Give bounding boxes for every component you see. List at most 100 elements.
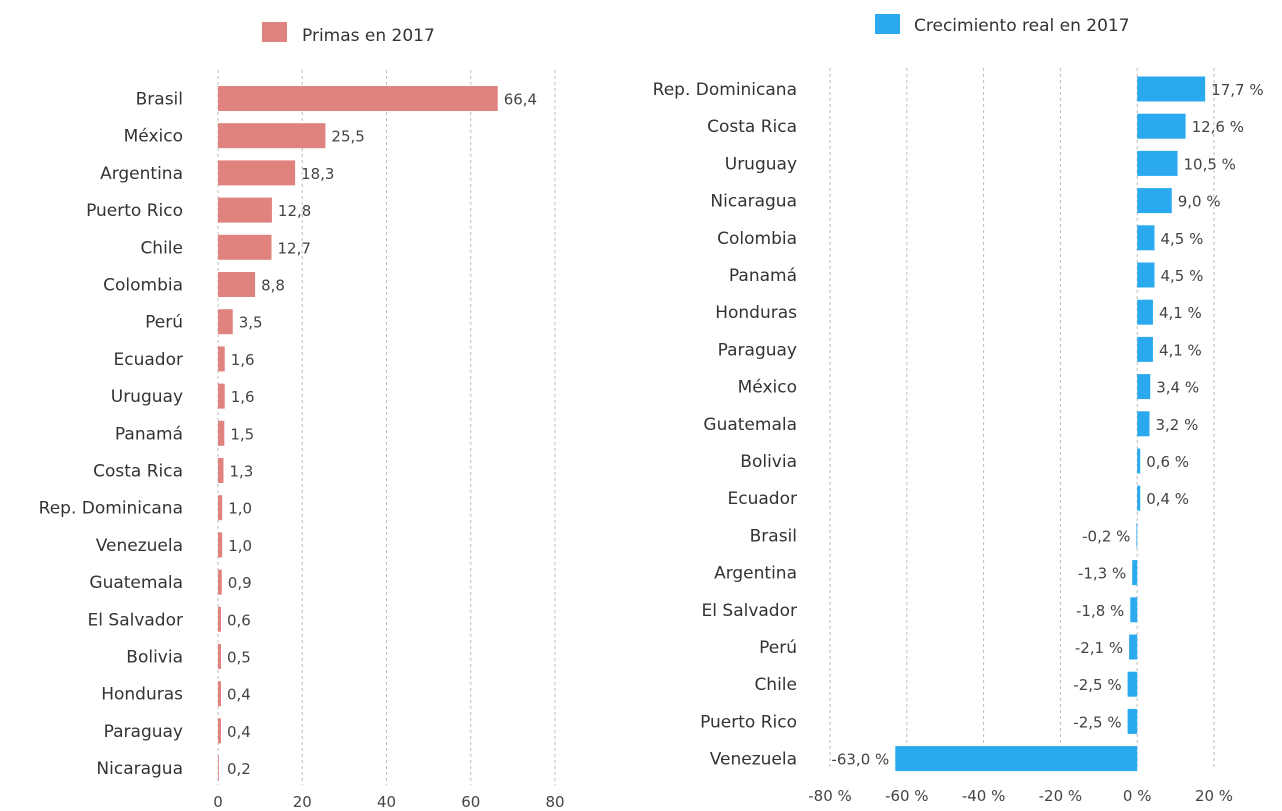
primas-bar [218,346,225,371]
primas-category-label: México [124,127,183,147]
primas-category-label: Venezuela [96,536,183,556]
primas-value-label: 3,5 [239,314,263,332]
crecimiento-bar [1137,411,1149,436]
crecimiento-value-label: 4,1 % [1159,341,1202,359]
crecimiento-bar [1128,672,1138,697]
crecimiento-x-tick-label: -20 % [1039,787,1083,805]
crecimiento-value-label: 0,4 % [1146,490,1189,508]
crecimiento-category-label: Venezuela [710,750,797,770]
primas-value-label: 1,0 [228,537,252,555]
crecimiento-bar [1137,225,1154,250]
crecimiento-x-tick-label: 0 % [1123,787,1152,805]
crecimiento-bar [1137,486,1140,511]
crecimiento-value-label: 9,0 % [1178,193,1221,211]
crecimiento-x-tick-label: 20 % [1195,787,1233,805]
crecimiento-value-label: -1,8 % [1076,602,1124,620]
primas-bar [218,718,221,743]
primas-bar [218,123,325,148]
crecimiento-bar [1137,114,1185,139]
primas-bar [218,86,498,111]
primas-bar [218,607,221,632]
primas-category-label: Bolivia [126,648,183,668]
primas-category-label: El Salvador [88,610,183,630]
primas-bar [218,458,223,483]
crecimiento-value-label: -63,0 % [831,751,889,769]
primas-value-label: 1,6 [231,351,255,369]
primas-bar [218,309,233,334]
primas-category-label: Brasil [136,90,183,110]
primas-bar [218,384,225,409]
primas-category-label: Rep. Dominicana [39,499,183,519]
primas-bar [218,160,295,185]
crecimiento-bar [1137,77,1205,102]
primas-category-label: Perú [145,313,183,333]
primas-category-label: Chile [140,238,183,258]
primas-bar [218,495,222,520]
crecimiento-bar [1137,337,1153,362]
primas-value-label: 0,5 [227,649,251,667]
crecimiento-bar [1129,635,1137,660]
primas-x-tick-label: 0 [213,793,223,811]
primas-category-label: Paraguay [104,722,183,742]
crecimiento-value-label: 4,1 % [1159,304,1202,322]
crecimiento-value-label: 4,5 % [1160,230,1203,248]
crecimiento-bar [895,746,1137,771]
primas-category-label: Ecuador [114,350,183,370]
crecimiento-category-label: Rep. Dominicana [653,80,797,100]
crecimiento-value-label: 3,2 % [1155,416,1198,434]
primas-value-label: 0,9 [228,574,252,592]
crecimiento-category-label: Honduras [715,303,797,323]
primas-x-tick-label: 60 [461,793,480,811]
crecimiento-value-label: 0,6 % [1146,453,1189,471]
crecimiento-value-label: -2,1 % [1075,639,1123,657]
crecimiento-value-label: 3,4 % [1156,379,1199,397]
primas-category-label: Puerto Rico [86,201,183,221]
crecimiento-legend-label: Crecimiento real en 2017 [914,16,1130,36]
primas-value-label: 0,2 [227,760,251,778]
primas-value-label: 1,3 [229,463,253,481]
primas-bar [218,756,219,781]
crecimiento-category-label: El Salvador [702,601,797,621]
crecimiento-bar [1132,560,1137,585]
primas-value-label: 1,5 [230,425,254,443]
primas-value-label: 12,7 [277,239,310,257]
primas-legend-label: Primas en 2017 [302,26,435,46]
crecimiento-bar [1137,374,1150,399]
primas-category-label: Uruguay [111,387,183,407]
primas-value-label: 0,4 [227,686,251,704]
primas-value-label: 25,5 [331,128,364,146]
crecimiento-category-label: Argentina [714,564,797,584]
crecimiento-value-label: 12,6 % [1192,118,1244,136]
crecimiento-category-label: Panamá [729,266,797,286]
primas-bar [218,235,271,260]
primas-value-label: 18,3 [301,165,334,183]
primas-value-label: 8,8 [261,277,285,295]
primas-category-label: Panamá [115,424,183,444]
crecimiento-x-tick-label: -60 % [885,787,929,805]
crecimiento-bar [1137,188,1172,213]
primas-category-label: Costa Rica [93,462,183,482]
crecimiento-value-label: -0,2 % [1082,527,1130,545]
crecimiento-bar [1130,597,1137,622]
crecimiento-category-label: Paraguay [718,340,797,360]
crecimiento-bar [1137,263,1154,288]
crecimiento-category-label: Guatemala [703,415,797,435]
primas-value-label: 0,4 [227,723,251,741]
crecimiento-bar [1137,300,1153,325]
crecimiento-category-label: Uruguay [725,154,797,174]
primas-x-tick-label: 20 [293,793,312,811]
crecimiento-category-label: Puerto Rico [700,712,797,732]
crecimiento-category-label: México [738,378,797,398]
primas-x-tick-label: 40 [377,793,396,811]
crecimiento-value-label: -2,5 % [1073,713,1121,731]
crecimiento-x-tick-label: -40 % [962,787,1006,805]
crecimiento-category-label: Brasil [750,526,797,546]
crecimiento-value-label: 10,5 % [1184,155,1236,173]
primas-bar [218,532,222,557]
primas-bar [218,570,222,595]
primas-bar [218,272,255,297]
crecimiento-category-label: Costa Rica [707,117,797,137]
primas-value-label: 1,6 [231,388,255,406]
crecimiento-bar [1136,523,1137,548]
